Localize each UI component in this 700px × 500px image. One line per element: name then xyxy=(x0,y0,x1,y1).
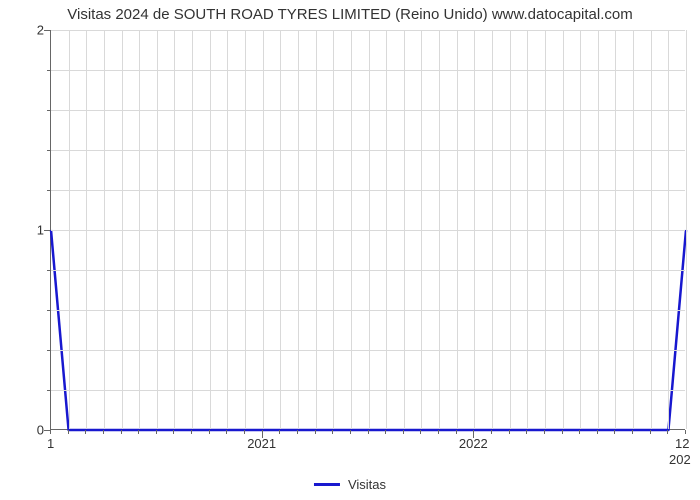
grid-horizontal-minor xyxy=(51,390,685,391)
grid-horizontal-minor xyxy=(51,70,685,71)
grid-horizontal-minor xyxy=(51,350,685,351)
grid-horizontal xyxy=(51,230,685,231)
xtick-minor xyxy=(650,430,651,434)
xtick-minor xyxy=(315,430,316,434)
x-end-right-bottom: 202 xyxy=(669,452,691,467)
xtick-minor xyxy=(173,430,174,434)
grid-horizontal xyxy=(51,30,685,31)
ytick-minor xyxy=(47,310,50,311)
ytick-label: 0 xyxy=(4,423,44,438)
xtick-minor xyxy=(526,430,527,434)
chart-container: { "chart": { "type": "line", "title": "V… xyxy=(0,0,700,500)
x-end-right-top: 12 xyxy=(675,436,689,451)
xtick-minor xyxy=(403,430,404,434)
ytick-minor xyxy=(47,70,50,71)
legend-swatch xyxy=(314,483,340,486)
xtick-minor xyxy=(209,430,210,434)
grid-horizontal-minor xyxy=(51,270,685,271)
ytick-label: 1 xyxy=(4,223,44,238)
xtick-minor xyxy=(85,430,86,434)
xtick-minor xyxy=(226,430,227,434)
xtick-minor xyxy=(350,430,351,434)
ytick-label: 2 xyxy=(4,23,44,38)
xtick-minor xyxy=(685,430,686,434)
xtick-minor xyxy=(332,430,333,434)
ytick-minor xyxy=(47,110,50,111)
xtick-minor xyxy=(50,430,51,434)
ytick-minor xyxy=(47,270,50,271)
ytick-minor xyxy=(47,390,50,391)
xtick-minor xyxy=(191,430,192,434)
xtick-minor xyxy=(244,430,245,434)
xtick-minor xyxy=(438,430,439,434)
ytick-minor xyxy=(47,150,50,151)
xtick-minor xyxy=(614,430,615,434)
xtick-minor xyxy=(667,430,668,434)
xtick-minor xyxy=(597,430,598,434)
ytick-major xyxy=(44,30,50,31)
ytick-minor xyxy=(47,190,50,191)
xtick-minor xyxy=(491,430,492,434)
xtick-minor xyxy=(138,430,139,434)
xtick-minor xyxy=(103,430,104,434)
xtick-minor xyxy=(121,430,122,434)
grid-horizontal-minor xyxy=(51,150,685,151)
xtick-minor xyxy=(562,430,563,434)
xtick-minor xyxy=(579,430,580,434)
grid-horizontal-minor xyxy=(51,190,685,191)
xtick-minor xyxy=(509,430,510,434)
xtick-minor xyxy=(456,430,457,434)
xtick-minor xyxy=(632,430,633,434)
xtick-label: 2022 xyxy=(459,436,488,451)
legend: Visitas xyxy=(314,477,386,492)
grid-horizontal-minor xyxy=(51,310,685,311)
xtick-minor xyxy=(156,430,157,434)
xtick-minor xyxy=(420,430,421,434)
xtick-minor xyxy=(68,430,69,434)
plot-area xyxy=(50,30,685,430)
xtick-minor xyxy=(279,430,280,434)
x-end-left: 1 xyxy=(47,436,54,451)
grid-horizontal-minor xyxy=(51,110,685,111)
xtick-minor xyxy=(544,430,545,434)
ytick-minor xyxy=(47,350,50,351)
xtick-minor xyxy=(368,430,369,434)
xtick-minor xyxy=(297,430,298,434)
ytick-major xyxy=(44,430,50,431)
grid-vertical xyxy=(686,30,687,429)
legend-label: Visitas xyxy=(348,477,386,492)
ytick-major xyxy=(44,230,50,231)
xtick-minor xyxy=(385,430,386,434)
xtick-label: 2021 xyxy=(247,436,276,451)
chart-title: Visitas 2024 de SOUTH ROAD TYRES LIMITED… xyxy=(0,6,700,23)
